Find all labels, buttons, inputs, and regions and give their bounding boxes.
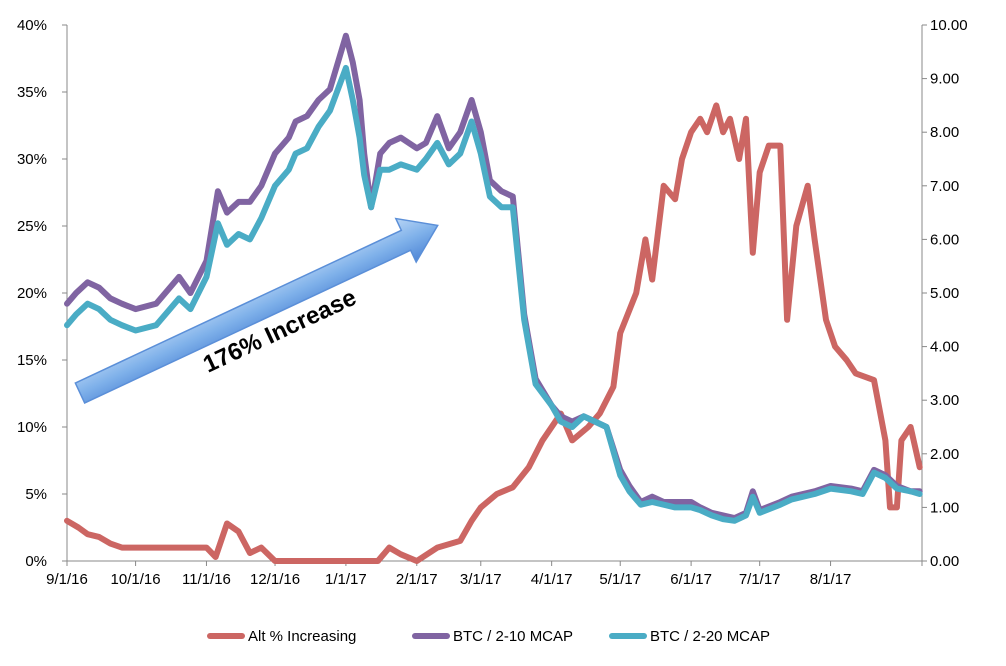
right-tick-label: 10.00 [930, 17, 968, 34]
right-tick-label: 4.00 [930, 339, 959, 356]
x-tick-label: 2/1/17 [396, 571, 438, 588]
series-line-3 [64, 64, 923, 524]
legend-label: Alt % Increasing [248, 628, 356, 645]
series-line-1 [64, 102, 923, 564]
left-tick-label: 0% [25, 553, 47, 570]
series-line-2 [64, 32, 923, 522]
legend-label: BTC / 2-20 MCAP [650, 628, 770, 645]
right-tick-label: 1.00 [930, 499, 959, 516]
right-tick-label: 8.00 [930, 124, 959, 141]
x-tick-label: 11/1/16 [182, 571, 231, 588]
x-tick-label: 8/1/17 [810, 571, 852, 588]
right-tick-label: 0.00 [930, 553, 959, 570]
x-tick-label: 5/1/17 [599, 571, 641, 588]
x-tick-label: 10/1/16 [111, 571, 161, 588]
annotation-layer: 176% Increase [74, 217, 439, 404]
left-tick-label: 10% [17, 419, 47, 436]
right-tick-label: 5.00 [930, 285, 959, 302]
left-tick-label: 40% [17, 17, 47, 34]
left-tick-label: 35% [17, 84, 47, 101]
right-tick-label: 9.00 [930, 71, 959, 88]
series-layer [64, 32, 923, 564]
legend: Alt % Increasing BTC / 2-10 MCAP BTC / 2-2… [207, 628, 770, 645]
right-tick-label: 2.00 [930, 446, 959, 463]
legend-label: BTC / 2-10 MCAP [453, 628, 573, 645]
x-tick-label: 1/1/17 [325, 571, 367, 588]
right-tick-label: 7.00 [930, 178, 959, 195]
left-tick-label: 25% [17, 218, 47, 235]
x-tick-label: 3/1/17 [460, 571, 502, 588]
axes: 0% 5% 10% 15% 20% 25% 30% 35% 40% 0.00 1.00 2.00 3.0… [17, 17, 968, 588]
x-tick-label: 12/1/16 [250, 571, 300, 588]
left-tick-label: 20% [17, 285, 47, 302]
left-tick-label: 5% [25, 486, 47, 503]
left-tick-label: 30% [17, 151, 47, 168]
x-tick-label: 4/1/17 [531, 571, 573, 588]
x-tick-label: 6/1/17 [670, 571, 712, 588]
increase-arrow [74, 217, 439, 404]
right-tick-label: 6.00 [930, 231, 959, 248]
x-tick-label: 9/1/16 [46, 571, 88, 588]
left-tick-label: 15% [17, 352, 47, 369]
x-tick-label: 7/1/17 [739, 571, 781, 588]
right-tick-label: 3.00 [930, 392, 959, 409]
